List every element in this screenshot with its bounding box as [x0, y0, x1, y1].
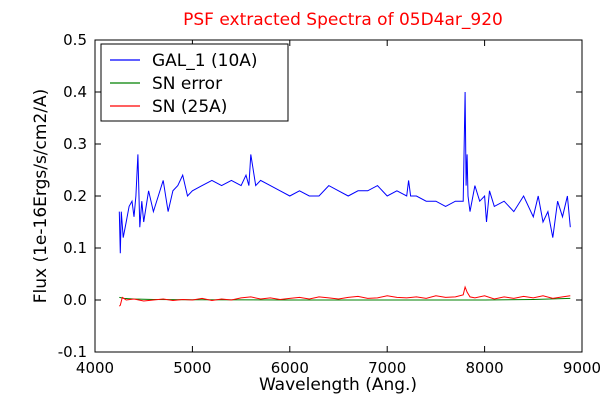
legend-box — [100, 43, 289, 122]
y-tick-label: 0.4 — [63, 83, 87, 101]
legend-label-2: SN (25A) — [152, 97, 227, 117]
series-line-2 — [118, 285, 571, 307]
x-tick-label: 8000 — [466, 359, 504, 377]
legend-label-1: SN error — [152, 74, 222, 94]
chart-title: PSF extracted Spectra of 05D4ar_920 — [183, 10, 503, 30]
y-tick-label: 0.2 — [63, 187, 87, 205]
y-axis-label: Flux (1e-16Ergs/s/cm2/A) — [31, 89, 51, 304]
y-tick-label: -0.1 — [58, 343, 87, 361]
legend-label-0: GAL_1 (10A) — [152, 51, 258, 71]
x-tick-label: 9000 — [563, 359, 600, 377]
y-tick-label: 0.5 — [63, 31, 87, 49]
x-tick-label: 4000 — [76, 359, 114, 377]
x-tick-label: 6000 — [271, 359, 309, 377]
x-tick-label: 7000 — [368, 359, 406, 377]
y-tick-label: 0.3 — [63, 135, 87, 153]
x-tick-label: 5000 — [173, 359, 211, 377]
y-tick-label: 0.0 — [63, 291, 87, 309]
legend: GAL_1 (10A) SN error SN (25A) — [100, 43, 289, 122]
y-tick-label: 0.1 — [63, 239, 87, 257]
series-line-1 — [119, 296, 571, 301]
series-line-0 — [118, 91, 571, 254]
x-axis-label: Wavelength (Ang.) — [259, 375, 417, 395]
